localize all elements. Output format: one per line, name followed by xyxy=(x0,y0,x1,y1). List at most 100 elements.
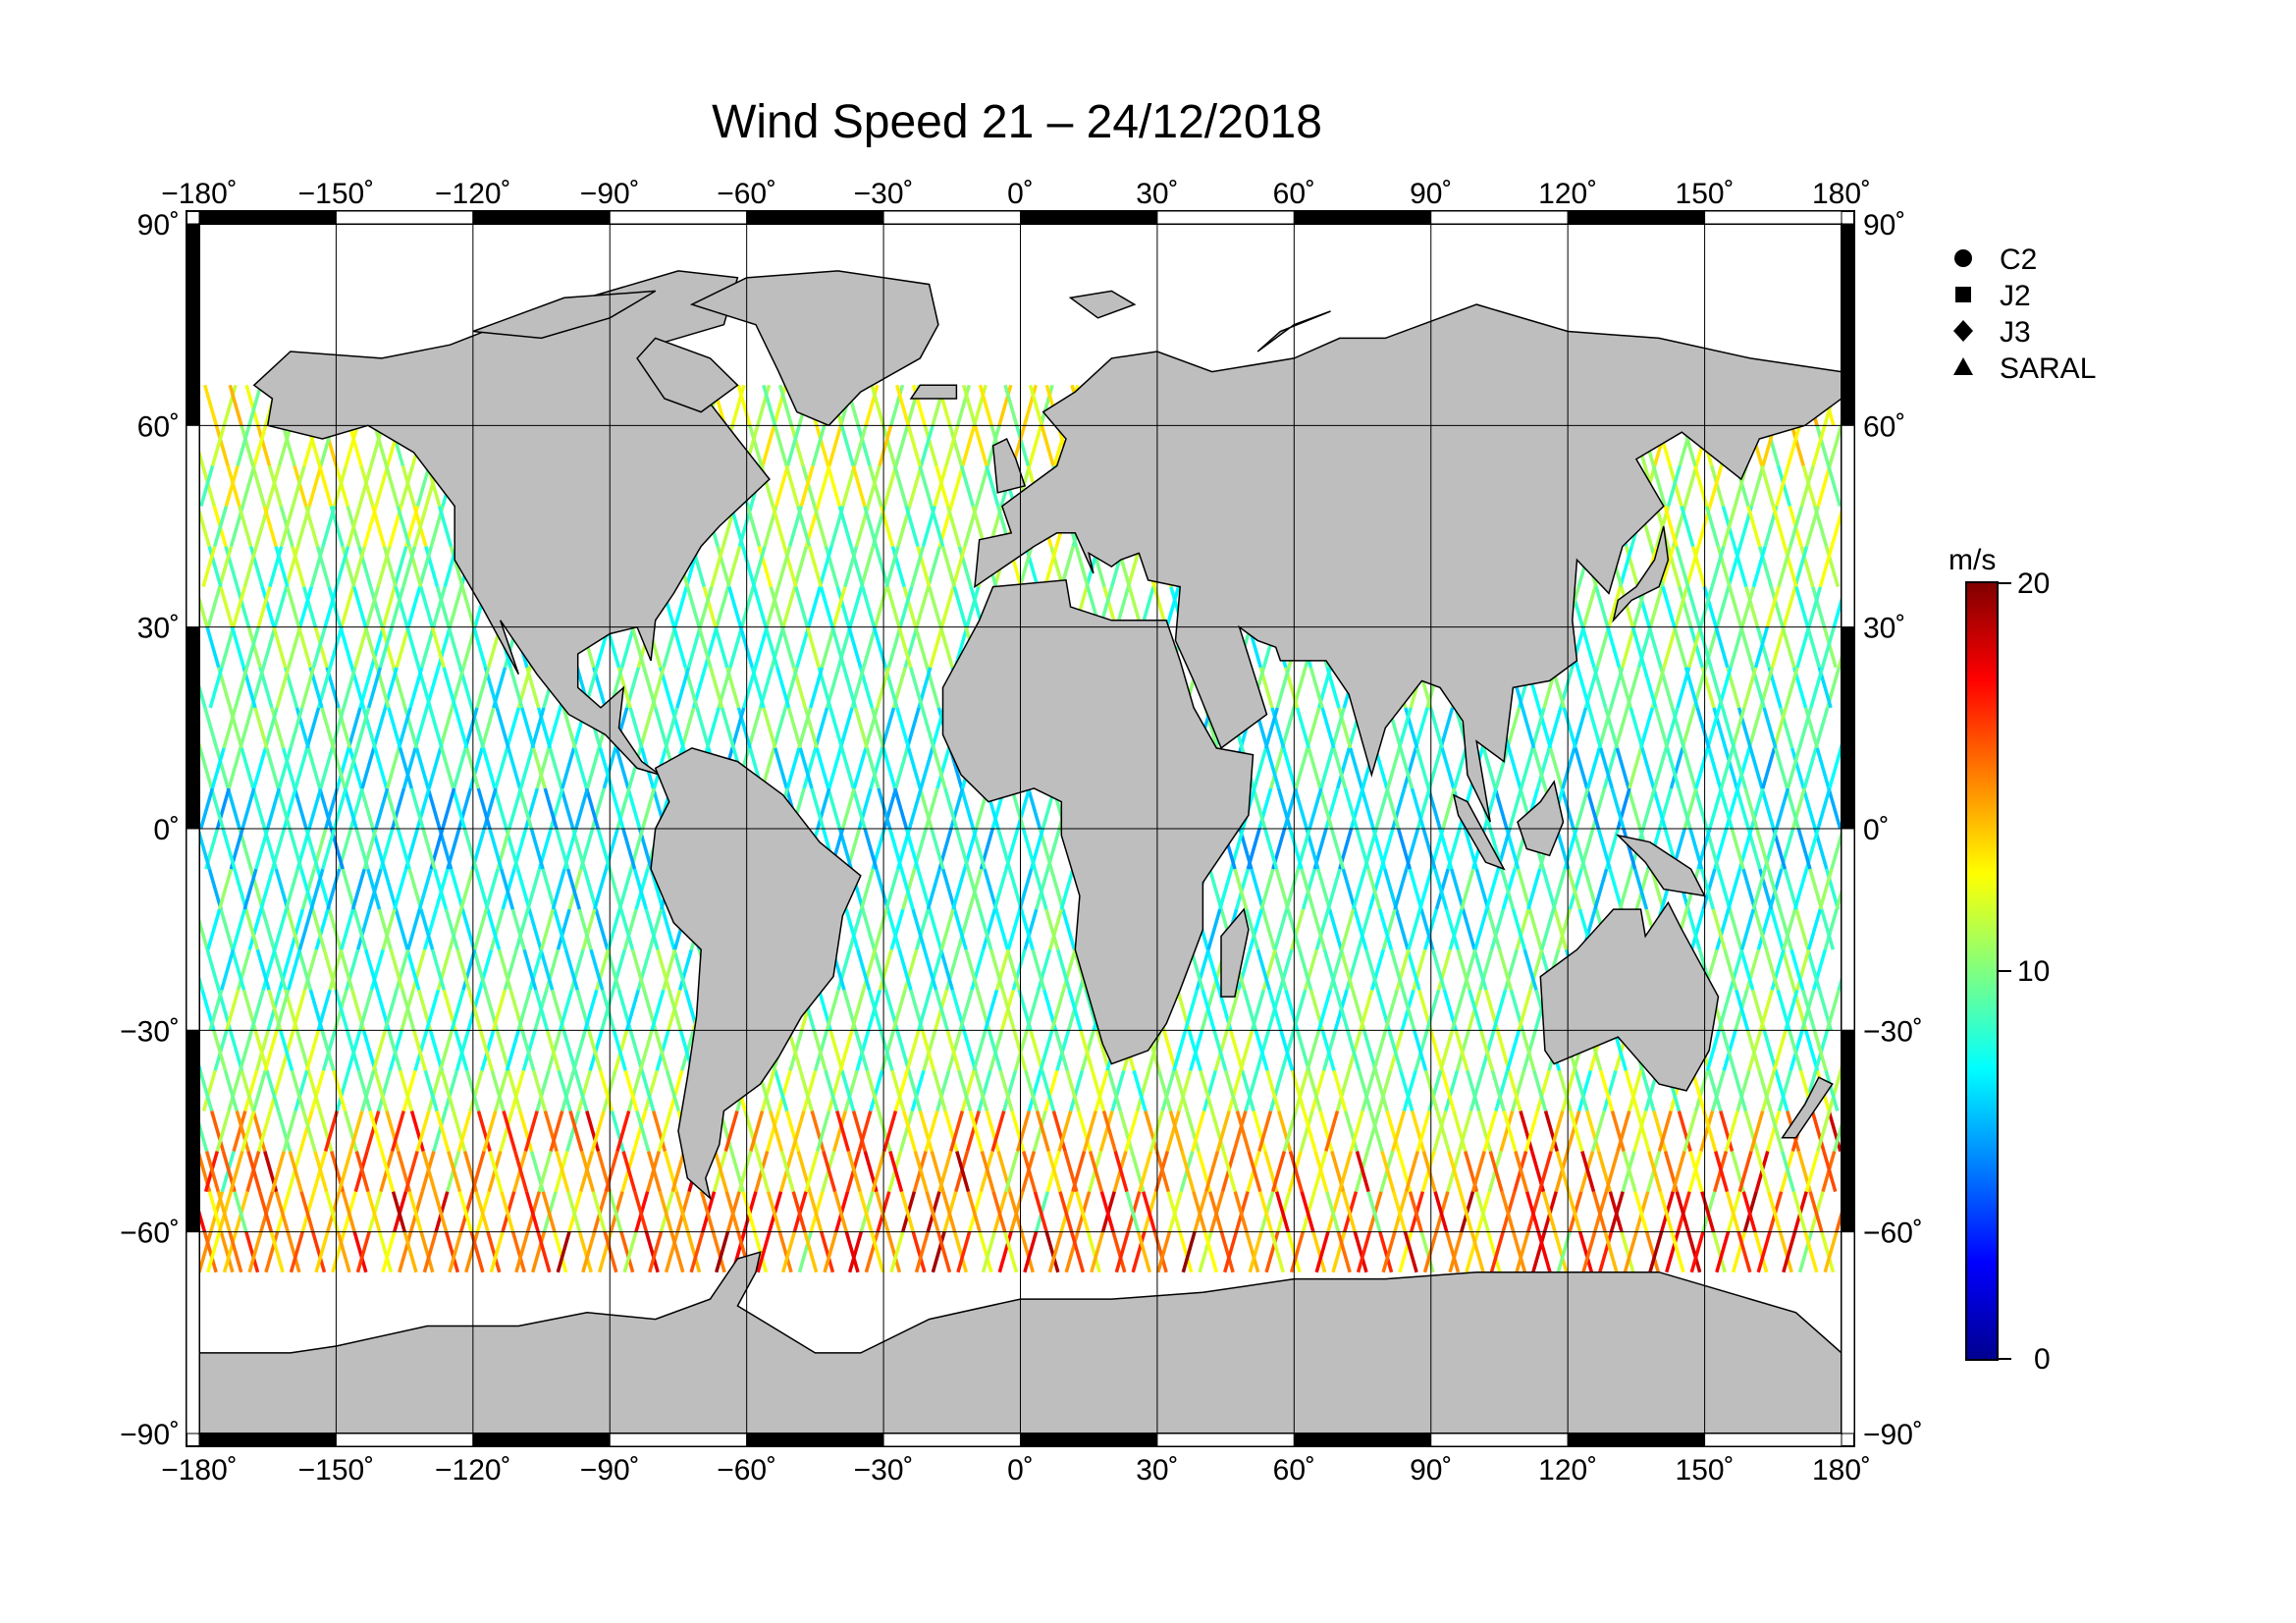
track-segment xyxy=(452,747,467,789)
track-segment xyxy=(208,989,224,1031)
track-segment xyxy=(285,546,300,588)
track-segment xyxy=(827,1069,842,1111)
track-segment xyxy=(920,1029,936,1071)
track-segment xyxy=(910,546,926,588)
track-segment xyxy=(220,626,236,669)
track-segment xyxy=(810,1109,826,1153)
track-segment xyxy=(1809,667,1825,709)
track-segment xyxy=(1649,868,1665,910)
track-segment xyxy=(830,626,846,669)
track-segment xyxy=(1248,908,1263,950)
track-segment xyxy=(341,868,356,910)
track-segment xyxy=(1138,1151,1153,1193)
track-segment xyxy=(470,1151,486,1193)
track-segment xyxy=(1694,747,1710,789)
track-segment xyxy=(864,1231,880,1273)
landmass-novaya-zemlya xyxy=(1256,310,1331,352)
track-segment xyxy=(1753,626,1770,669)
track-segment xyxy=(406,586,422,628)
track-segment xyxy=(304,505,320,548)
track-segment xyxy=(1714,626,1730,669)
track-segment xyxy=(1527,908,1543,950)
frame-segment-top xyxy=(1020,210,1158,225)
track-segment xyxy=(622,908,638,950)
track-segment xyxy=(769,1109,784,1153)
track-segment xyxy=(1812,1029,1828,1071)
track-segment xyxy=(746,505,762,548)
track-segment xyxy=(1313,1151,1329,1193)
track-segment xyxy=(210,747,226,789)
track-segment xyxy=(1144,1109,1159,1153)
track-segment xyxy=(1627,787,1642,830)
track-segment xyxy=(924,1109,939,1153)
track-segment xyxy=(367,667,383,709)
track-segment xyxy=(603,1231,618,1273)
track-segment xyxy=(1580,626,1596,669)
track-segment xyxy=(628,1029,644,1071)
track-segment xyxy=(545,1029,561,1071)
track-segment xyxy=(1629,707,1644,749)
track-segment xyxy=(1022,1151,1038,1193)
frame-segment-bottom xyxy=(1156,1433,1295,1447)
track-segment xyxy=(966,868,982,910)
track-segment xyxy=(1402,747,1418,789)
track-segment xyxy=(938,626,954,669)
track-segment xyxy=(565,868,582,910)
track-segment xyxy=(756,1231,772,1273)
track-segment xyxy=(774,1069,789,1111)
track-segment xyxy=(597,1231,614,1273)
track-segment xyxy=(1290,908,1306,950)
frame-segment-top xyxy=(472,210,611,225)
track-segment xyxy=(199,1231,213,1273)
track-segment xyxy=(1198,1231,1213,1273)
track-segment xyxy=(352,1231,368,1273)
track-segment xyxy=(974,1069,989,1111)
track-segment xyxy=(286,1231,301,1273)
track-segment xyxy=(1515,908,1530,950)
track-segment xyxy=(726,546,742,588)
track-segment xyxy=(205,948,221,991)
track-segment xyxy=(1569,1109,1584,1153)
track-segment xyxy=(310,908,326,950)
track-segment xyxy=(1094,1069,1109,1111)
track-segment xyxy=(1813,505,1829,548)
track-segment xyxy=(1372,1029,1388,1071)
track-segment xyxy=(653,707,669,749)
track-segment xyxy=(557,1069,572,1111)
track-segment xyxy=(1732,747,1747,789)
lat-tick-label-left: 60˚ xyxy=(137,410,180,443)
track-segment xyxy=(1511,1069,1526,1111)
track-segment xyxy=(1735,747,1751,789)
track-segment xyxy=(978,1231,993,1273)
track-segment xyxy=(902,586,918,628)
track-segment xyxy=(820,626,835,669)
track-segment xyxy=(438,1029,454,1071)
track-segment xyxy=(897,948,913,991)
track-segment xyxy=(850,989,866,1031)
track-segment xyxy=(893,747,910,789)
track-segment xyxy=(1620,1231,1635,1273)
track-segment xyxy=(1609,667,1625,709)
track-segment xyxy=(1322,948,1338,991)
track-segment xyxy=(1523,1109,1539,1153)
track-segment xyxy=(861,948,878,991)
track-segment xyxy=(330,707,346,749)
track-segment xyxy=(545,948,561,991)
track-segment xyxy=(1705,707,1722,749)
track-segment xyxy=(284,868,299,910)
track-segment xyxy=(816,1109,831,1153)
track-segment xyxy=(977,1069,992,1111)
track-segment xyxy=(1721,1029,1736,1071)
track-segment xyxy=(374,464,390,507)
track-segment xyxy=(797,1231,813,1273)
lon-tick-label-bottom: −180˚ xyxy=(161,1454,238,1487)
track-segment xyxy=(1502,1109,1518,1153)
track-segment xyxy=(373,424,389,466)
track-segment xyxy=(751,546,767,588)
track-segment xyxy=(229,1151,244,1193)
track-segment xyxy=(622,1231,638,1273)
track-segment xyxy=(331,747,347,789)
track-segment xyxy=(217,868,234,910)
track-segment xyxy=(1507,1069,1522,1111)
track-segment xyxy=(301,586,318,628)
